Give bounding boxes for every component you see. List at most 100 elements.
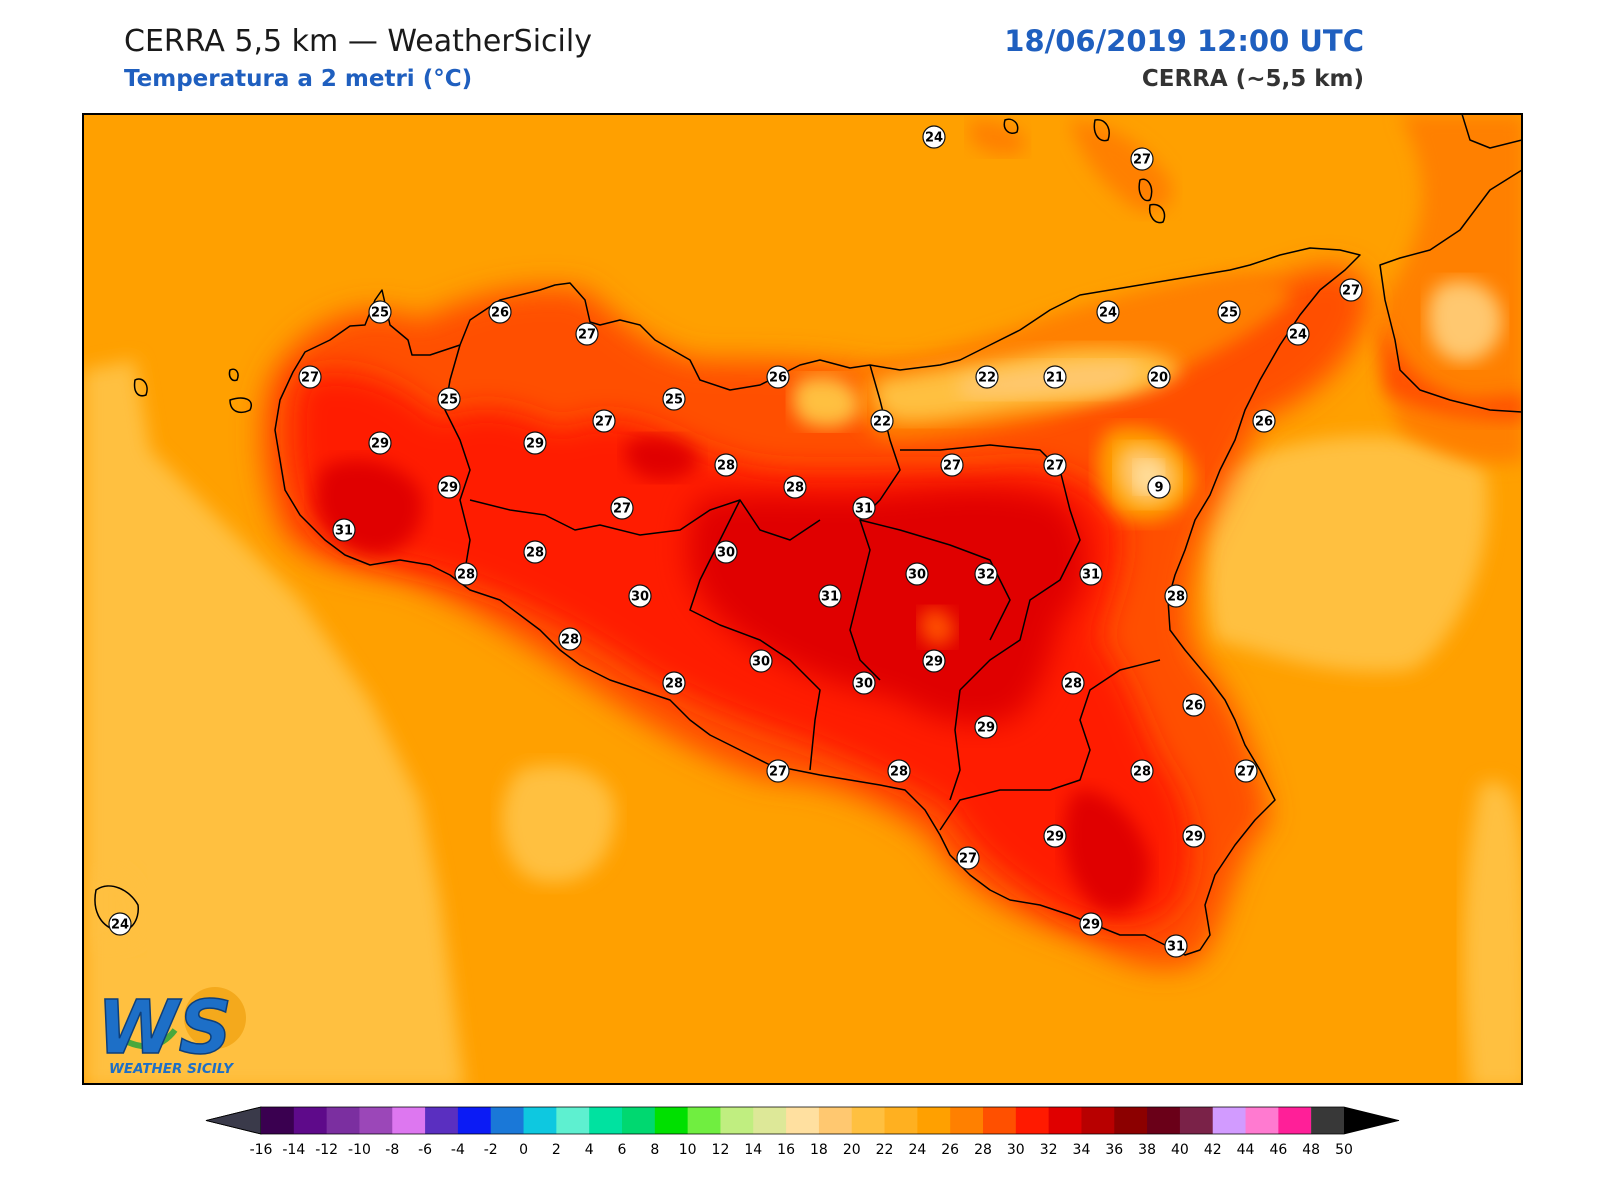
station-value: 28 xyxy=(890,765,908,780)
station-value: 31 xyxy=(855,502,873,517)
station-marker: 27 xyxy=(940,453,964,477)
aeolian-salina xyxy=(1093,119,1110,142)
station-marker: 26 xyxy=(1182,693,1206,717)
colorbar-tick-label: -12 xyxy=(315,1142,338,1158)
colorbar-segment xyxy=(950,1107,984,1134)
colorbar-segment xyxy=(851,1107,886,1134)
colorbar-tick-label: 48 xyxy=(1302,1142,1320,1158)
colorbar-tick-label: 8 xyxy=(650,1142,659,1158)
station-value: 28 xyxy=(457,568,475,583)
station-marker: 28 xyxy=(454,562,478,586)
station-circle xyxy=(1182,693,1206,717)
sicily-32-southeast xyxy=(1063,790,1150,913)
station-marker: 26 xyxy=(1252,409,1276,433)
station-marker: 27 xyxy=(1339,278,1363,302)
colorbar-tick-label: 12 xyxy=(712,1142,730,1158)
station-circle xyxy=(1043,365,1067,389)
logo-sun xyxy=(184,987,246,1049)
colorbar-tick-label: 46 xyxy=(1269,1142,1287,1158)
colorbar-segment xyxy=(786,1107,820,1134)
station-value: 26 xyxy=(769,371,787,386)
station-circle xyxy=(108,912,132,936)
station-value: 25 xyxy=(440,393,458,408)
station-circle xyxy=(922,649,946,673)
logo-caption: WEATHER SICILY xyxy=(109,1061,234,1077)
station-marker: 28 xyxy=(783,475,807,499)
station-circle xyxy=(818,584,842,608)
station-marker: 29 xyxy=(974,715,998,739)
station-value: 25 xyxy=(1220,306,1238,321)
station-circle xyxy=(610,496,634,520)
colorbar-tick-label: -2 xyxy=(484,1142,498,1158)
station-value: 29 xyxy=(925,655,943,670)
station-circle xyxy=(766,759,790,783)
colorbar-segment xyxy=(1179,1107,1214,1134)
station-circle xyxy=(1130,147,1154,171)
sea-cool-east xyxy=(1205,436,1488,673)
station-marker: 29 xyxy=(1079,912,1103,936)
station-layer: 24 27 25 26 27 24 25 27 24 27 25 25 27 26 22 21 20 22 26 29… xyxy=(108,125,1363,958)
station-marker: 28 xyxy=(662,671,686,695)
colorbar-outline xyxy=(205,1106,1400,1135)
colorbar-tick-label: 36 xyxy=(1105,1142,1123,1158)
station-value: 20 xyxy=(1150,371,1168,386)
station-value: 30 xyxy=(855,677,873,692)
colorbar-tick-label: 38 xyxy=(1138,1142,1156,1158)
station-marker: 30 xyxy=(905,562,929,586)
station-circle xyxy=(940,453,964,477)
station-value: 25 xyxy=(371,306,389,321)
egadi-marettimo xyxy=(133,378,148,397)
colorbar-tick-label: 10 xyxy=(679,1142,697,1158)
station-circle xyxy=(523,540,547,564)
station-marker: 30 xyxy=(852,671,876,695)
station-marker: 22 xyxy=(975,365,999,389)
station-marker: 29 xyxy=(922,649,946,673)
sicily-22-madonie xyxy=(792,376,860,428)
map-field xyxy=(83,114,1522,1084)
colorbar-tick-label: 50 xyxy=(1335,1142,1353,1158)
station-marker: 28 xyxy=(1061,671,1085,695)
station-marker: 31 xyxy=(332,518,356,542)
station-value: 24 xyxy=(1099,306,1117,321)
station-marker: 30 xyxy=(749,649,773,673)
station-circle xyxy=(488,300,512,324)
station-circle xyxy=(975,365,999,389)
station-value: 27 xyxy=(1237,765,1255,780)
station-marker: 28 xyxy=(714,453,738,477)
colorbar-segment xyxy=(687,1107,721,1134)
station-marker: 27 xyxy=(766,759,790,783)
colorbar-segment xyxy=(589,1107,623,1134)
colorbar-segment xyxy=(654,1107,689,1134)
station-marker: 26 xyxy=(766,365,790,389)
lampedusa xyxy=(94,885,139,932)
station-value: 27 xyxy=(1046,459,1064,474)
station-marker: 27 xyxy=(1043,453,1067,477)
station-circle xyxy=(1061,671,1085,695)
station-circle xyxy=(437,387,461,411)
station-marker: 29 xyxy=(437,475,461,499)
station-circle xyxy=(905,562,929,586)
station-circle xyxy=(852,671,876,695)
colorbar-tick-label: 18 xyxy=(810,1142,828,1158)
colorbar-tick-label: 6 xyxy=(618,1142,627,1158)
station-value: 28 xyxy=(1133,765,1151,780)
station-marker: 29 xyxy=(368,431,392,455)
province-border-cl-en xyxy=(859,519,1011,641)
station-marker: 24 xyxy=(1286,322,1310,346)
colorbar-segment xyxy=(983,1107,1017,1134)
station-value: 27 xyxy=(943,459,961,474)
station-value: 28 xyxy=(561,633,579,648)
colorbar-tick-label: -10 xyxy=(348,1142,371,1158)
station-marker: 29 xyxy=(1043,824,1067,848)
station-value: 27 xyxy=(1342,284,1360,299)
station-marker: 28 xyxy=(523,540,547,564)
sicily-32-north xyxy=(624,436,700,480)
station-marker: 31 xyxy=(1079,562,1103,586)
station-marker: 27 xyxy=(592,409,616,433)
station-marker: 26 xyxy=(488,300,512,324)
station-marker: 29 xyxy=(523,431,547,455)
station-circle xyxy=(558,627,582,651)
station-value: 22 xyxy=(873,415,891,430)
station-value: 27 xyxy=(578,328,596,343)
station-circle xyxy=(1079,562,1103,586)
